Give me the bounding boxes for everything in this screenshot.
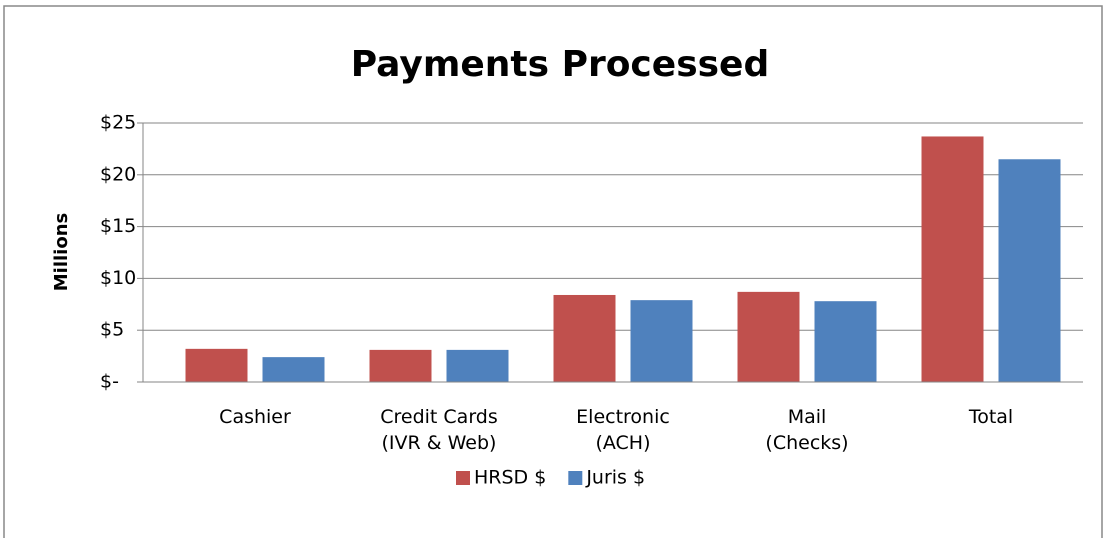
- y-tick-label: $10: [100, 267, 136, 289]
- x-tick-label: Credit Cards (IVR & Web): [380, 406, 498, 454]
- y-tick-label: $5: [100, 319, 124, 341]
- chart-border: [3, 5, 1103, 538]
- x-tick-label: Electronic (ACH): [576, 406, 670, 454]
- x-tick-label: Cashier: [219, 406, 291, 428]
- bar: [630, 300, 693, 382]
- bar: [262, 357, 325, 382]
- bar: [185, 348, 248, 382]
- bar: [553, 294, 616, 382]
- legend-label: Juris $: [585, 467, 645, 489]
- bar: [737, 291, 800, 382]
- x-tick-label: Mail (Checks): [765, 406, 849, 454]
- legend-swatch: [568, 471, 583, 485]
- bar: [921, 136, 984, 382]
- y-axis-label: Millions: [51, 213, 72, 292]
- legend-swatch: [456, 471, 470, 485]
- bar: [446, 349, 509, 382]
- bar: [369, 349, 432, 382]
- y-tick-label: $25: [100, 112, 136, 134]
- y-tick-label: $15: [100, 215, 136, 237]
- legend-label: HRSD $: [474, 467, 546, 489]
- x-tick-label: Total: [968, 406, 1014, 428]
- bar: [998, 159, 1061, 382]
- y-tick-label: $-: [100, 371, 119, 393]
- y-tick-label: $20: [100, 163, 136, 185]
- bar: [814, 301, 877, 382]
- chart-title: Payments Processed: [351, 44, 769, 85]
